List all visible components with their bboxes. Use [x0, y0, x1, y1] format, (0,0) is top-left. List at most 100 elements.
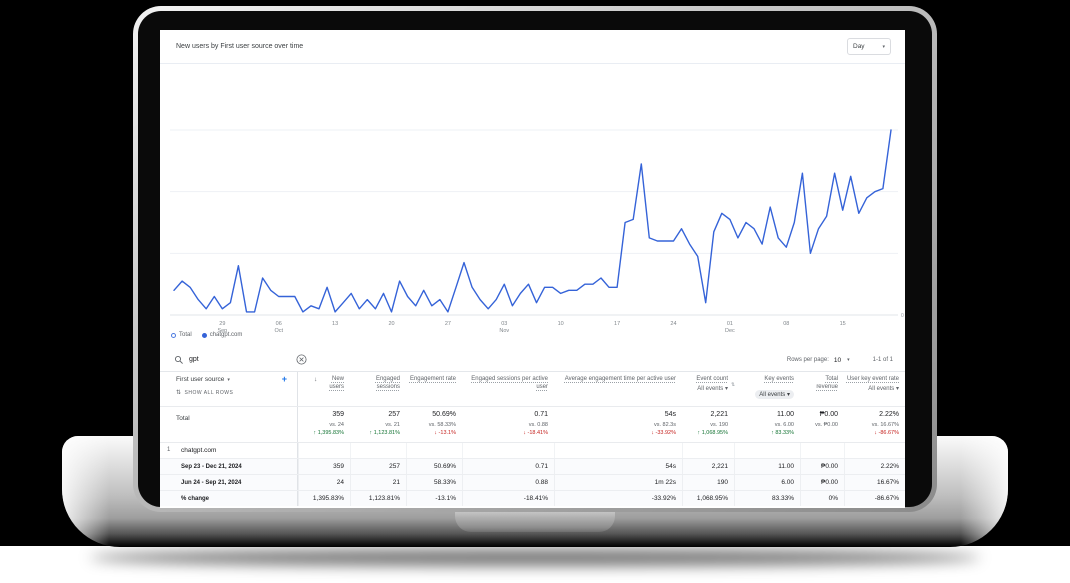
column-header-key-events[interactable]: ⇅ Key events All events ▾	[731, 372, 800, 406]
cell: 1,395.83%	[298, 491, 350, 506]
key-events-filter-dropdown[interactable]: All events ▾	[755, 390, 794, 400]
dimension-selector[interactable]: First user source ▾	[160, 375, 297, 383]
cell: 58.33%	[406, 475, 462, 490]
totals-cell: 257 vs. 21 ↑ 1,123.81%	[369, 411, 400, 436]
svg-text:Sep: Sep	[217, 328, 227, 334]
totals-cell: 0.71 vs. 0.88 ↓ -18.41%	[523, 411, 548, 436]
legend-item-total[interactable]: Total	[171, 332, 192, 338]
cell: 2.22%	[844, 459, 905, 474]
svg-text:15: 15	[840, 321, 846, 327]
user-key-event-rate-filter-dropdown[interactable]: All events ▾	[844, 385, 899, 392]
row-label: Jun 24 - Sep 21, 2024	[181, 479, 242, 486]
laptop-bezel: New users by First user source over time…	[138, 11, 932, 508]
show-all-rows-label: SHOW ALL ROWS	[184, 389, 234, 396]
cell: -18.41%	[462, 491, 554, 506]
column-header-new-users[interactable]: ↓ New users	[298, 372, 350, 406]
cell: 54s	[554, 459, 682, 474]
column-header-event-count[interactable]: Event count All events ▾	[682, 372, 734, 406]
table-header-row: First user source ▾ + ⇅ SHOW ALL ROWS ↓	[160, 372, 905, 406]
column-title: Key events	[764, 376, 794, 382]
column-header-total-revenue[interactable]: Total revenue	[800, 372, 844, 406]
unfold-icon: ⇅	[176, 390, 182, 396]
chevron-down-icon: ▾	[724, 386, 728, 393]
cell: 50.69%	[406, 459, 462, 474]
cell: 1,068.95%	[682, 491, 734, 506]
cell: 16.67%	[844, 475, 905, 490]
totals-cell: 2.22% vs. 16.67% ↓ -86.67%	[871, 411, 899, 436]
svg-text:29: 29	[219, 321, 225, 327]
column-title: New users	[329, 376, 344, 391]
table-row: 1 chatgpt.com	[160, 442, 905, 458]
cell: 6.00	[734, 475, 800, 490]
legend-label: Total	[179, 332, 192, 338]
column-title: Engaged sessions	[375, 376, 400, 391]
svg-text:27: 27	[445, 321, 451, 327]
totals-label: Total	[176, 415, 190, 422]
laptop-thumb-scoop	[455, 509, 615, 532]
totals-row: Total 359 vs. 24 ↑ 1,395.83% 257 vs. 21 ↑ 1,…	[160, 406, 905, 442]
cell: 0%	[800, 491, 844, 506]
legend-dot-filled-icon	[201, 332, 207, 338]
row-label: Sep 23 - Dec 21, 2024	[181, 463, 242, 470]
cell: 83.33%	[734, 491, 800, 506]
column-header-engaged-sessions[interactable]: Engaged sessions	[350, 372, 406, 406]
cell: 257	[350, 459, 406, 474]
column-header-engaged-sessions-per-user[interactable]: Engaged sessions per active user	[462, 372, 554, 406]
svg-text:17: 17	[614, 321, 620, 327]
column-title: Average engagement time per active user	[564, 376, 676, 382]
cell: 359	[298, 459, 350, 474]
show-all-rows-button[interactable]: ⇅ SHOW ALL ROWS	[176, 389, 297, 397]
add-dimension-button[interactable]: +	[281, 374, 287, 384]
table-toolbar: gpt Rows per page: 10 ▾ 1-1 of 1	[160, 348, 905, 372]
dimension-header-cell: First user source ▾ + ⇅ SHOW ALL ROWS	[160, 372, 298, 406]
column-title: User key event rate	[846, 376, 899, 382]
filter-label: All events	[697, 386, 724, 393]
pagination: Rows per page: 10 ▾ 1-1 of 1	[787, 348, 893, 372]
table-row: Sep 23 - Dec 21, 2024 359 257 50.69% 0.7…	[160, 458, 905, 474]
column-header-user-key-event-rate[interactable]: User key event rate All events ▾	[844, 372, 905, 406]
column-title: Engaged sessions per active user	[471, 376, 548, 391]
interval-dropdown[interactable]: Day ▾	[847, 38, 891, 55]
legend-item-chatgpt[interactable]: chatgpt.com	[201, 332, 243, 338]
event-count-filter-dropdown[interactable]: All events ▾	[682, 385, 728, 392]
clear-search-icon[interactable]	[296, 354, 307, 365]
dimension-value-cell: 1 chatgpt.com	[160, 443, 298, 458]
metrics-table: First user source ▾ + ⇅ SHOW ALL ROWS ↓	[160, 372, 905, 506]
svg-text:01: 01	[727, 321, 733, 327]
cell: 2,221	[682, 459, 734, 474]
svg-text:03: 03	[501, 321, 507, 327]
rows-per-page-select[interactable]: 10	[833, 356, 842, 364]
legend-label: chatgpt.com	[209, 332, 243, 338]
cell: ₱0.00	[800, 459, 844, 474]
chevron-down-icon: ▾	[895, 386, 899, 393]
svg-text:13: 13	[332, 321, 338, 327]
svg-text:0: 0	[901, 313, 904, 319]
rows-per-page-label: Rows per page:	[786, 357, 829, 363]
cell: ₱0.00	[800, 475, 844, 490]
table-row: Jun 24 - Sep 21, 2024 24 21 58.33% 0.88 …	[160, 474, 905, 490]
chevron-down-icon: ▾	[786, 392, 790, 399]
chart-area[interactable]: 0 29 Sep 06 Oct 13 20 27 03 Nov 10 17 24 01 Dec 08 15	[160, 70, 905, 338]
chevron-down-icon[interactable]: ▾	[847, 357, 850, 363]
cell: 11.00	[734, 459, 800, 474]
unfold-icon: ⇅	[731, 382, 736, 388]
column-header-engagement-rate[interactable]: Engagement rate	[406, 372, 462, 406]
laptop-shadow	[90, 549, 980, 566]
laptop-lid: New users by First user source over time…	[133, 6, 937, 512]
row-dimension-value: chatgpt.com	[181, 447, 217, 454]
cell: -33.92%	[554, 491, 682, 506]
svg-text:06: 06	[276, 321, 282, 327]
legend-dot-outline-icon	[171, 332, 176, 338]
cell: 1,123.81%	[350, 491, 406, 506]
cell: 1m 22s	[554, 475, 682, 490]
column-header-avg-engagement-time[interactable]: Average engagement time per active user	[554, 372, 682, 406]
screen: New users by First user source over time…	[160, 30, 905, 508]
cell: 0.88	[462, 475, 554, 490]
card-title: New users by First user source over time	[176, 43, 304, 50]
chevron-down-icon: ▾	[227, 376, 230, 383]
svg-text:08: 08	[783, 321, 789, 327]
card-header: New users by First user source over time…	[160, 30, 905, 64]
column-title: Total revenue	[816, 376, 838, 391]
search-input[interactable]: gpt	[189, 356, 199, 363]
